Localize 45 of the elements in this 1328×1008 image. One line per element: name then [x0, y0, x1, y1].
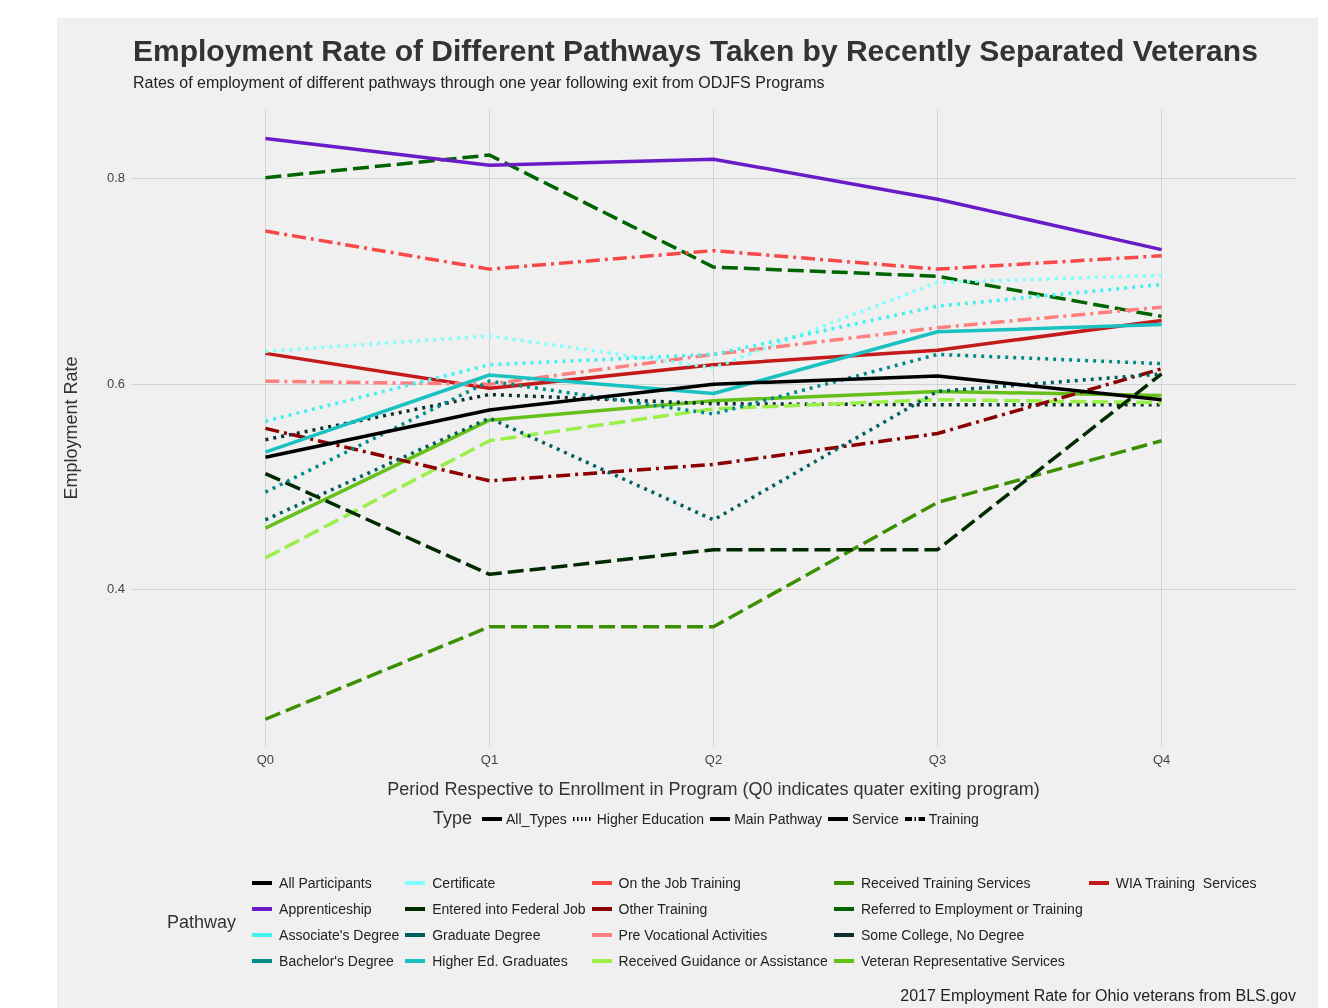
text: Training	[928, 810, 979, 827]
legend-label: Other Training	[618, 901, 708, 917]
legend-label: Graduate Degree	[432, 927, 541, 943]
chart-title: Employment Rate of Different Pathways Taken by Recently Separated Veterans	[133, 34, 1258, 68]
line-series	[263, 439, 1164, 721]
legend-label: All Participants	[279, 875, 372, 891]
x-tick-label: Q3	[928, 752, 947, 768]
text: Type	[433, 808, 473, 829]
text: All_Types	[506, 810, 567, 827]
legend-label: Veteran Representative Services	[860, 953, 1065, 969]
line-series	[263, 273, 1164, 370]
text: 2017 Employment Rate for Ohio veterans from BLS.gov	[900, 987, 1296, 1005]
y-tick-label: 0.4	[106, 581, 125, 597]
text: Main Pathway	[734, 810, 823, 827]
line-series	[263, 397, 1164, 560]
legend-label: Certificate	[432, 875, 496, 891]
legend-label: Associate's Degree	[279, 927, 400, 943]
chart-subtitle: Rates of employment of different pathways through one year following exit from ODJFS Programs	[133, 74, 825, 92]
x-tick-label: Q1	[480, 752, 499, 768]
x-axis-title: Period Respective to Enrollment in Program (Q0 indicates quater exiting program)	[387, 779, 1040, 800]
legend-title: Pathway	[167, 911, 237, 933]
x-tick-label: Q2	[704, 752, 723, 768]
y-tick-label: 0.8	[106, 170, 125, 186]
x-tick-label: Q4	[1152, 752, 1171, 768]
x-tick-label: Q0	[256, 752, 275, 768]
legend-label: Referred to Employment or Training	[860, 901, 1083, 917]
legend-label: Entered into Federal Job	[432, 901, 586, 917]
line-series	[263, 372, 1164, 577]
line-series	[263, 367, 1164, 483]
legend-label: Higher Ed. Graduates	[432, 953, 568, 969]
legend-label: Bachelor's Degree	[279, 953, 394, 969]
legend-label: WIA Training Services	[1115, 875, 1257, 891]
y-axis-title: Employment Rate	[60, 356, 81, 500]
legend-label: Received Training Services	[860, 875, 1031, 891]
legend-label: Some College, No Degree	[860, 927, 1025, 943]
line-series	[263, 229, 1164, 271]
text: Higher Education	[596, 810, 705, 827]
text: Service	[852, 810, 899, 827]
legend-label: Apprenticeship	[279, 901, 372, 917]
line-series	[263, 305, 1164, 386]
line-series	[263, 153, 1164, 319]
y-tick-label: 0.6	[106, 375, 125, 391]
legend-label: Received Guidance or Assistance	[618, 953, 828, 969]
legend-label: On the Job Training	[618, 875, 741, 891]
legend-label: Pre Vocational Activities	[618, 927, 768, 943]
